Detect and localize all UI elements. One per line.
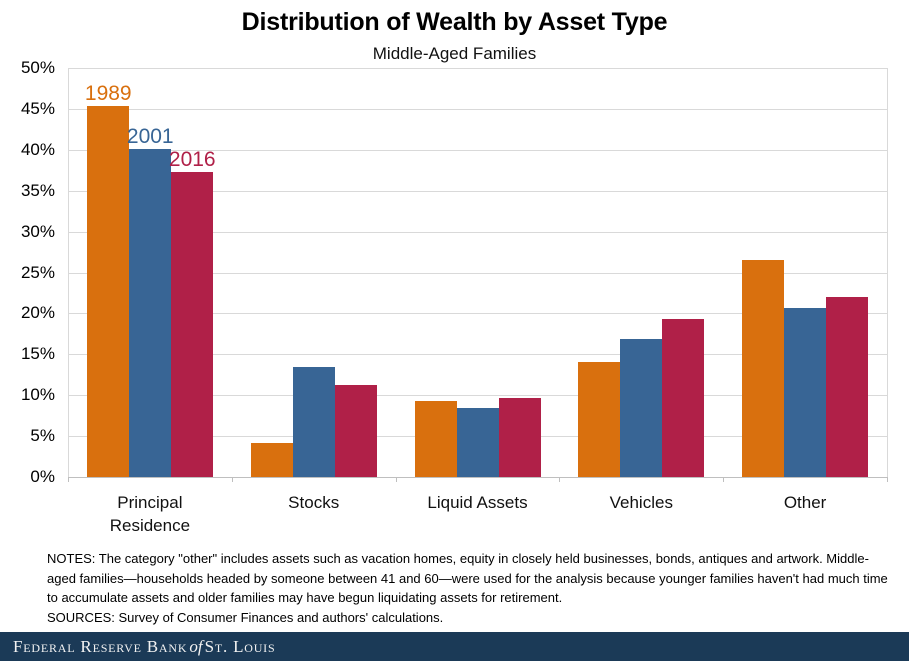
gridline: [68, 354, 887, 356]
footer-bank-name: Federal Reserve Bank: [13, 637, 188, 656]
bar-2001-other: [784, 307, 827, 477]
y-axis-tick-label: 20%: [20, 303, 55, 323]
gridline: [68, 272, 887, 274]
bar-1989-other: [742, 260, 785, 477]
y-axis-tick-label: 50%: [20, 58, 55, 77]
x-axis-tick: [231, 477, 233, 482]
bar-1989-vehicles: [578, 362, 621, 477]
gridline: [68, 68, 887, 69]
chart-subtitle: Middle-Aged Families: [372, 44, 537, 63]
y-axis-tick-label: 30%: [20, 221, 55, 241]
bar-2016-vehicles: [662, 319, 705, 477]
footer-city-name: St. Louis: [204, 637, 276, 656]
bar-2016-other: [826, 297, 869, 477]
bar-2016-liquid-assets: [498, 398, 541, 477]
y-axis-tick-label: 15%: [20, 344, 55, 364]
y-axis-tick-label: 0%: [30, 467, 55, 486]
x-axis-tick: [68, 477, 69, 482]
bar-1989-stocks: [250, 442, 293, 477]
x-axis-tick: [395, 477, 397, 482]
bar-group: 1989 2001 2016: [85, 68, 216, 477]
notes-text: NOTES: The category "other" includes ass…: [47, 551, 888, 605]
gridline: [68, 395, 887, 397]
x-axis-category-label: Vehicles: [559, 491, 723, 514]
series-label-2016: 2016: [168, 147, 216, 171]
bar-group: [742, 68, 869, 477]
x-axis-tick: [559, 477, 561, 482]
series-label-1989: 1989: [84, 81, 132, 105]
chart-title: Distribution of Wealth by Asset Type: [241, 8, 668, 36]
x-axis-tick: [723, 477, 725, 482]
y-axis-tick-label: 45%: [20, 98, 55, 118]
gridline: [68, 313, 887, 315]
x-axis-category-label: Stocks: [232, 491, 396, 514]
footer-logo: Federal Reserve Bank of St. Louis: [0, 632, 909, 661]
bar-1989-liquid-assets: [414, 400, 457, 477]
gridline: [68, 108, 887, 110]
bar-2016-principal-residence: 2016: [169, 149, 216, 477]
gridline: [68, 231, 887, 233]
bar-2001-vehicles: [620, 338, 663, 477]
y-axis-tick-label: 5%: [30, 426, 55, 446]
y-axis-tick-label: 25%: [20, 262, 55, 282]
plot-left-border: [68, 68, 69, 477]
x-axis-tick: [887, 477, 888, 482]
plot-right-border: [887, 68, 888, 477]
bar-2016-stocks: [334, 384, 377, 477]
series-label-2001: 2001: [126, 124, 174, 148]
x-axis-line: [68, 477, 887, 478]
bar-1989-principal-residence: 1989: [85, 83, 132, 477]
bar-2001-principal-residence: 2001: [127, 126, 174, 477]
x-axis-category-text: Vehicles: [609, 493, 673, 512]
y-axis-tick-label: 35%: [20, 180, 55, 200]
bar-group: [250, 68, 377, 477]
y-axis-tick-label: 40%: [20, 139, 55, 159]
bar-group: [578, 68, 705, 477]
x-axis-category-text: Stocks: [288, 493, 340, 512]
x-axis-category-text: Liquid Assets: [427, 493, 528, 512]
x-axis-category-label: Other: [723, 491, 887, 514]
gridline: [68, 149, 887, 151]
bar-2001-stocks: [292, 366, 335, 477]
gridline: [68, 190, 887, 192]
x-axis-category-label: Principal Residence: [68, 491, 232, 537]
x-axis-category-text: Principal Residence: [109, 493, 191, 535]
footer-bar: Federal Reserve Bank of St. Louis: [0, 632, 909, 661]
bar-2001-liquid-assets: [456, 408, 499, 477]
x-axis-category-label: Liquid Assets: [396, 491, 560, 514]
notes-block: NOTES: The category "other" includes ass…: [47, 549, 897, 627]
sources-text: SOURCES: Survey of Consumer Finances and…: [47, 609, 444, 625]
footer-of-word: of: [189, 637, 203, 656]
bar-group: [414, 68, 541, 477]
y-axis-tick-label: 10%: [20, 385, 55, 405]
x-axis-category-text: Other: [783, 493, 827, 512]
